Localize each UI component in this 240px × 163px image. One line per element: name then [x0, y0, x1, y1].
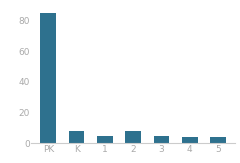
Bar: [41, 13, 56, 143]
Bar: [126, 131, 141, 143]
Bar: [182, 137, 198, 143]
Bar: [69, 131, 84, 143]
Bar: [97, 136, 113, 143]
Bar: [210, 137, 226, 143]
Bar: [154, 136, 169, 143]
